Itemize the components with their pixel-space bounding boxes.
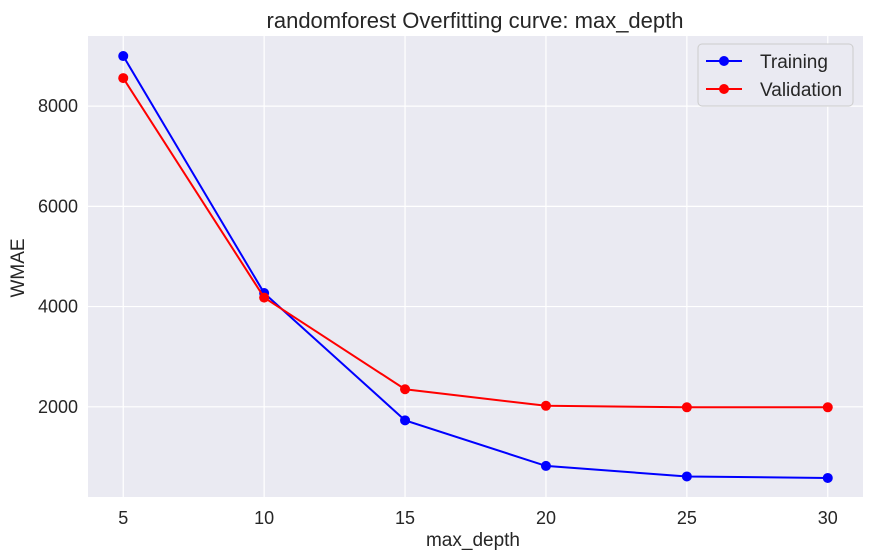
y-axis-label: WMAE xyxy=(8,238,29,297)
x-tick-label: 15 xyxy=(395,508,415,528)
data-point-training xyxy=(681,471,692,482)
watermark-text: alitrack xyxy=(732,510,811,534)
data-point-validation xyxy=(400,384,411,395)
y-tick-label: 8000 xyxy=(38,96,78,116)
data-point-training xyxy=(540,460,551,471)
x-axis-label: max_depth xyxy=(426,530,520,551)
data-point-training xyxy=(400,415,411,426)
series-line-training xyxy=(122,55,828,479)
x-tick-label: 10 xyxy=(254,508,274,528)
data-point-validation xyxy=(259,292,270,303)
x-tick-label: 30 xyxy=(818,508,838,528)
x-tick-label: 25 xyxy=(677,508,697,528)
chart-title: randomforest Overfitting curve: max_dept… xyxy=(267,8,684,33)
x-tick-label: 20 xyxy=(536,508,556,528)
data-point-validation xyxy=(118,73,129,84)
legend-training-label: Training xyxy=(760,52,828,73)
legend-validation-label: Validation xyxy=(760,80,842,101)
data-point-validation xyxy=(822,402,833,413)
data-point-validation xyxy=(540,400,551,411)
y-tick-label: 6000 xyxy=(38,196,78,216)
legend-training-marker xyxy=(719,56,729,66)
y-tick-label: 2000 xyxy=(38,397,78,417)
plot-background xyxy=(88,36,863,497)
series-layer xyxy=(118,51,833,483)
data-point-training xyxy=(822,472,833,483)
data-point-validation xyxy=(681,402,692,413)
legend: Training Validation xyxy=(697,43,854,107)
data-point-training xyxy=(118,51,129,62)
x-tick-labels: 5 10 15 20 25 30 xyxy=(118,508,838,528)
series-line-validation xyxy=(122,77,828,409)
y-tick-labels: 2000 4000 6000 8000 xyxy=(38,96,78,417)
legend-validation-marker xyxy=(719,84,729,94)
legend-box xyxy=(697,43,854,107)
y-tick-label: 4000 xyxy=(38,297,78,317)
x-tick-label: 5 xyxy=(118,508,128,528)
